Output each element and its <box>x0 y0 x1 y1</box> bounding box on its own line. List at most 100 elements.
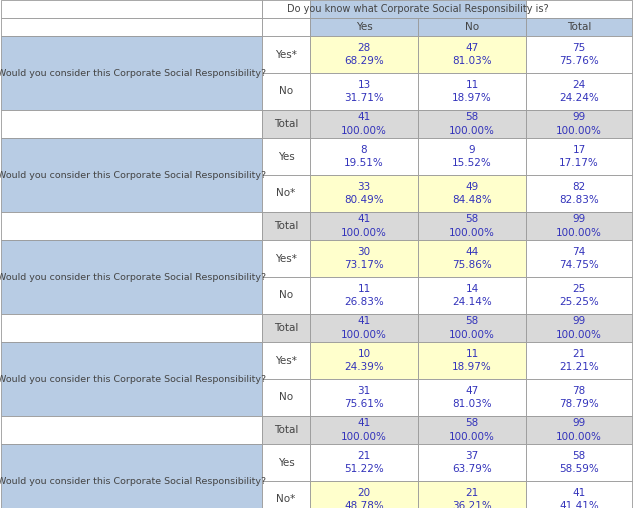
Bar <box>310 212 418 240</box>
Bar <box>310 314 418 342</box>
Bar <box>262 175 310 212</box>
Bar <box>310 73 418 110</box>
Text: 41
41.41%: 41 41.41% <box>559 488 599 508</box>
Bar <box>526 110 632 138</box>
Bar <box>526 416 632 444</box>
Bar <box>1 110 262 138</box>
Text: 41
100.00%: 41 100.00% <box>341 316 387 340</box>
Text: Total: Total <box>274 425 298 435</box>
Text: Yes: Yes <box>356 22 372 32</box>
Bar <box>1 416 262 444</box>
Text: Would you consider this Corporate Social Responsibility?: Would you consider this Corporate Social… <box>0 477 266 486</box>
Text: Do you know what Corporate Social Responsibility is?: Do you know what Corporate Social Respon… <box>287 4 549 14</box>
Text: Would you consider this Corporate Social Responsibility?: Would you consider this Corporate Social… <box>0 374 266 384</box>
Text: Yes*: Yes* <box>275 253 297 264</box>
Text: 21
36.21%: 21 36.21% <box>452 488 492 508</box>
Text: 37
63.79%: 37 63.79% <box>452 451 492 474</box>
Bar <box>1 342 262 416</box>
Text: No: No <box>279 291 293 301</box>
Bar <box>526 212 632 240</box>
Bar <box>310 110 418 138</box>
Bar <box>262 379 310 416</box>
Text: 58
58.59%: 58 58.59% <box>559 451 599 474</box>
Bar <box>310 18 418 36</box>
Text: Total: Total <box>274 221 298 231</box>
Bar <box>526 342 632 379</box>
Text: 75
75.76%: 75 75.76% <box>559 43 599 66</box>
Text: 58
100.00%: 58 100.00% <box>449 316 495 340</box>
Text: 31
75.61%: 31 75.61% <box>344 386 384 409</box>
Bar <box>310 444 418 481</box>
Bar <box>418 110 526 138</box>
Text: 58
100.00%: 58 100.00% <box>449 112 495 136</box>
Text: 33
80.49%: 33 80.49% <box>344 182 384 205</box>
Bar <box>1 138 262 212</box>
Text: 11
18.97%: 11 18.97% <box>452 80 492 103</box>
Text: 99
100.00%: 99 100.00% <box>556 419 602 441</box>
Bar <box>262 314 310 342</box>
Text: Total: Total <box>274 323 298 333</box>
Bar <box>526 277 632 314</box>
Bar <box>262 36 310 73</box>
Text: 47
81.03%: 47 81.03% <box>452 43 492 66</box>
Text: No: No <box>279 393 293 402</box>
Text: No*: No* <box>277 188 296 199</box>
Text: 21
51.22%: 21 51.22% <box>344 451 384 474</box>
Text: 78
78.79%: 78 78.79% <box>559 386 599 409</box>
Bar <box>526 481 632 508</box>
Bar <box>262 342 310 379</box>
Text: Yes: Yes <box>278 458 294 467</box>
Text: 58
100.00%: 58 100.00% <box>449 419 495 441</box>
Bar <box>262 138 310 175</box>
Text: 10
24.39%: 10 24.39% <box>344 349 384 372</box>
Text: 41
100.00%: 41 100.00% <box>341 112 387 136</box>
Bar <box>418 212 526 240</box>
Bar <box>526 240 632 277</box>
Bar <box>262 110 310 138</box>
Text: 13
31.71%: 13 31.71% <box>344 80 384 103</box>
Text: 41
100.00%: 41 100.00% <box>341 419 387 441</box>
Bar <box>418 481 526 508</box>
Bar <box>310 277 418 314</box>
Text: No: No <box>465 22 479 32</box>
Bar <box>418 342 526 379</box>
Bar <box>418 36 526 73</box>
Bar <box>418 416 526 444</box>
Bar <box>262 416 310 444</box>
Bar <box>526 138 632 175</box>
Bar <box>526 0 632 18</box>
Bar <box>418 444 526 481</box>
Text: 17
17.17%: 17 17.17% <box>559 145 599 168</box>
Bar <box>310 342 418 379</box>
Bar <box>526 36 632 73</box>
Bar <box>262 18 310 36</box>
Bar <box>1 444 262 508</box>
Bar <box>418 379 526 416</box>
Bar <box>262 444 310 481</box>
Bar <box>310 240 418 277</box>
Bar <box>418 175 526 212</box>
Text: 30
73.17%: 30 73.17% <box>344 247 384 270</box>
Text: Total: Total <box>274 119 298 129</box>
Bar <box>310 138 418 175</box>
Text: 24
24.24%: 24 24.24% <box>559 80 599 103</box>
Text: 99
100.00%: 99 100.00% <box>556 112 602 136</box>
Text: 99
100.00%: 99 100.00% <box>556 316 602 340</box>
Bar <box>526 73 632 110</box>
Bar <box>526 314 632 342</box>
Bar <box>262 0 310 18</box>
Bar <box>526 444 632 481</box>
Bar <box>262 212 310 240</box>
Text: Yes*: Yes* <box>275 356 297 365</box>
Bar <box>262 277 310 314</box>
Bar <box>418 240 526 277</box>
Bar <box>310 36 418 73</box>
Text: 28
68.29%: 28 68.29% <box>344 43 384 66</box>
Bar <box>310 0 526 18</box>
Bar <box>262 240 310 277</box>
Text: 99
100.00%: 99 100.00% <box>556 214 602 238</box>
Bar <box>310 481 418 508</box>
Text: 8
19.51%: 8 19.51% <box>344 145 384 168</box>
Text: 82
82.83%: 82 82.83% <box>559 182 599 205</box>
Bar <box>262 73 310 110</box>
